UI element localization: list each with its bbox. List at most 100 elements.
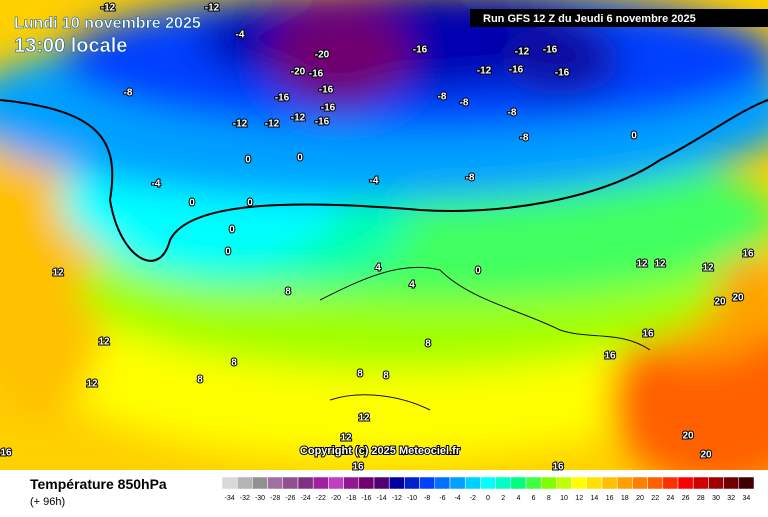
- contour-label: -16: [321, 103, 336, 114]
- contour-label: 0: [247, 198, 253, 209]
- legend-swatch: [616, 476, 633, 490]
- contour-label: -4: [370, 176, 379, 187]
- contour-label: 12: [86, 379, 98, 390]
- legend-label: -18: [346, 495, 356, 502]
- contour-label: -4: [236, 30, 245, 41]
- legend-swatch: [282, 476, 299, 490]
- legend-label: -2: [470, 495, 476, 502]
- contour-label: -4: [152, 179, 161, 190]
- legend-swatch: [647, 476, 664, 490]
- legend-swatch: [343, 476, 360, 490]
- legend-label: -24: [301, 495, 311, 502]
- legend-swatch: [662, 476, 679, 490]
- legend-swatch: [221, 476, 238, 490]
- contour-label: -8: [438, 92, 447, 103]
- legend-swatch: [495, 476, 512, 490]
- legend-swatch: [312, 476, 329, 490]
- contour-label: 0: [229, 225, 235, 236]
- legend-swatch: [632, 476, 648, 490]
- legend-swatch: [571, 476, 588, 490]
- contour-label: 12: [340, 433, 352, 444]
- contour-label: -8: [508, 108, 517, 119]
- coastline: [319, 266, 651, 411]
- contour-label: -12: [205, 3, 220, 14]
- legend-label: 26: [682, 495, 690, 502]
- contour-label: 8: [231, 358, 237, 369]
- legend-label: 2: [501, 495, 505, 502]
- contour-label: 12: [52, 268, 64, 279]
- legend-label: 34: [743, 495, 751, 502]
- contour-label: 0: [631, 131, 637, 142]
- footer-lead: (+ 96h): [30, 496, 65, 508]
- legend-swatch: [480, 476, 496, 490]
- contour-label: 4: [375, 263, 381, 274]
- date: Lundi 10 novembre 2025: [14, 15, 201, 32]
- legend-label: -30: [255, 495, 265, 502]
- contour-label: -12: [291, 113, 306, 124]
- contour-label: -16: [275, 93, 290, 104]
- contour-label: -16: [543, 45, 558, 56]
- contour-label: 12: [636, 259, 648, 270]
- legend-swatch: [677, 476, 694, 490]
- legend-swatch: [236, 476, 253, 490]
- legend-swatch: [373, 476, 390, 490]
- contour-label: 12: [702, 263, 714, 274]
- legend-label: -14: [377, 495, 387, 502]
- legend-label: -4: [454, 495, 460, 502]
- legend-swatch: [464, 476, 481, 490]
- legend-label: 8: [547, 495, 551, 502]
- legend-label: 20: [636, 495, 644, 502]
- contour-label: -8: [460, 98, 469, 109]
- contour-label: -20: [291, 67, 306, 78]
- contour-label: 16: [552, 462, 564, 473]
- contour-label: 20: [714, 297, 726, 308]
- contour-label: -16: [315, 117, 330, 128]
- legend-swatch: [297, 476, 314, 490]
- contour-label: -12: [101, 3, 116, 14]
- legend-swatch: [525, 476, 542, 490]
- zero-isotherm: [0, 99, 768, 262]
- legend-label: 22: [651, 495, 659, 502]
- contour-label: 8: [197, 375, 203, 386]
- contour-label: 0: [225, 247, 231, 258]
- copyright: Copyright (c) 2025 Meteociel.fr: [300, 445, 461, 457]
- contour-label: 8: [383, 371, 389, 382]
- legend-label: 24: [667, 495, 675, 502]
- legend-label: 32: [727, 495, 735, 502]
- contour-label: -12: [477, 66, 492, 77]
- contour-label: -16: [555, 68, 570, 79]
- legend-swatch: [449, 476, 466, 490]
- legend-label: 4: [516, 495, 520, 502]
- legend-swatch: [358, 476, 375, 490]
- run-info: Run GFS 12 Z du Jeudi 6 novembre 2025: [483, 13, 696, 25]
- legend-label: -8: [424, 495, 430, 502]
- run-banner: [470, 9, 768, 27]
- contour-label: 0: [297, 153, 303, 164]
- contour-label: 16: [742, 249, 754, 260]
- legend-label: 0: [486, 495, 490, 502]
- legend-label: -12: [392, 495, 402, 502]
- legend-swatch: [252, 476, 268, 490]
- legend-swatch: [556, 476, 572, 490]
- contour-label: 16: [642, 329, 654, 340]
- legend-label: -34: [225, 495, 235, 502]
- legend-swatch: [510, 476, 527, 490]
- legend-swatch: [723, 476, 740, 490]
- legend-swatch: [404, 476, 420, 490]
- contour-label: -20: [315, 50, 330, 61]
- contour-label: 0: [475, 266, 481, 277]
- legend-label: -22: [316, 495, 326, 502]
- contour-label: 0: [189, 198, 195, 209]
- contour-label: 8: [357, 369, 363, 380]
- legend-label: -20: [331, 495, 341, 502]
- legend-swatch: [601, 476, 618, 490]
- legend-swatch: [328, 476, 344, 490]
- legend-label: -26: [285, 495, 295, 502]
- legend-label: 12: [575, 495, 583, 502]
- legend-swatch: [708, 476, 724, 490]
- temperature-field: [0, 0, 768, 470]
- legend-label: 6: [532, 495, 536, 502]
- legend-label: 10: [560, 495, 568, 502]
- legend-label: -6: [439, 495, 445, 502]
